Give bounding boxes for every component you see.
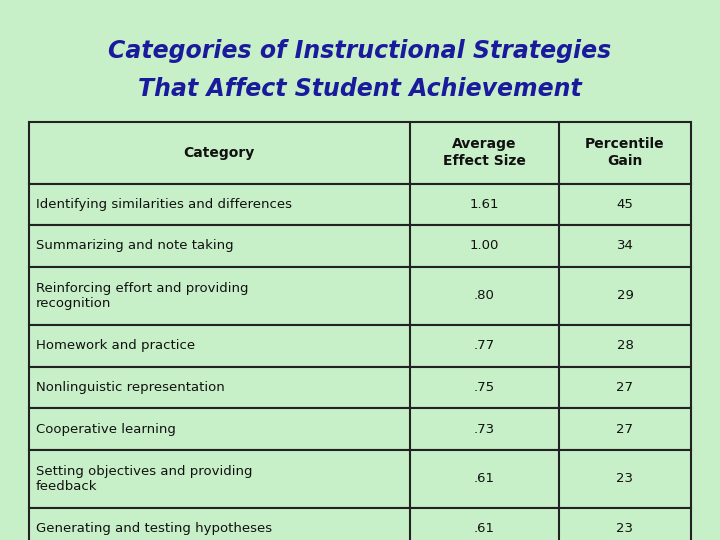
Text: Setting objectives and providing
feedback: Setting objectives and providing feedbac… [36, 465, 253, 493]
Text: That Affect Student Achievement: That Affect Student Achievement [138, 77, 582, 101]
Text: .77: .77 [474, 339, 495, 353]
Text: .61: .61 [474, 522, 495, 536]
Text: 29: 29 [616, 289, 634, 302]
Text: Categories of Instructional Strategies: Categories of Instructional Strategies [109, 39, 611, 63]
Text: 1.61: 1.61 [469, 198, 499, 211]
Text: Nonlinguistic representation: Nonlinguistic representation [36, 381, 225, 394]
Text: .80: .80 [474, 289, 495, 302]
Text: Cooperative learning: Cooperative learning [36, 422, 176, 436]
Text: 27: 27 [616, 381, 634, 394]
Text: Percentile
Gain: Percentile Gain [585, 138, 665, 167]
Text: Homework and practice: Homework and practice [36, 339, 195, 353]
Text: .61: .61 [474, 472, 495, 485]
Text: .73: .73 [474, 422, 495, 436]
Text: .75: .75 [474, 381, 495, 394]
Text: 28: 28 [616, 339, 634, 353]
Text: 23: 23 [616, 472, 634, 485]
Text: 1.00: 1.00 [469, 239, 499, 253]
Text: Average
Effect Size: Average Effect Size [443, 138, 526, 167]
Text: 27: 27 [616, 422, 634, 436]
Text: Reinforcing effort and providing
recognition: Reinforcing effort and providing recogni… [36, 282, 248, 310]
Text: Identifying similarities and differences: Identifying similarities and differences [36, 198, 292, 211]
Text: 34: 34 [616, 239, 634, 253]
Text: Category: Category [184, 146, 255, 159]
Text: Summarizing and note taking: Summarizing and note taking [36, 239, 233, 253]
Text: Generating and testing hypotheses: Generating and testing hypotheses [36, 522, 272, 536]
Text: 45: 45 [616, 198, 634, 211]
Text: 23: 23 [616, 522, 634, 536]
